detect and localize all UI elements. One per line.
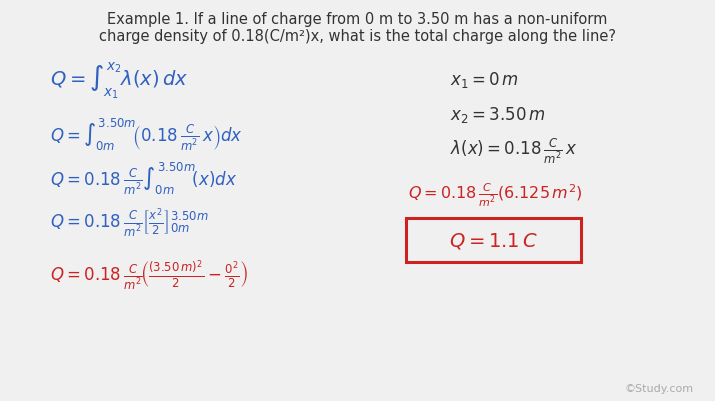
- Text: $Q = 0.18\,\frac{C}{m^2}\left[\frac{x^2}{2}\right]_{0m}^{3.50m}$: $Q = 0.18\,\frac{C}{m^2}\left[\frac{x^2}…: [50, 206, 209, 239]
- Text: $Q = 1.1\,C$: $Q = 1.1\,C$: [449, 231, 538, 251]
- Text: $Q = \int_{0m}^{3.50m}\!\left(0.18\,\frac{C}{m^2}\,x\right)dx$: $Q = \int_{0m}^{3.50m}\!\left(0.18\,\fra…: [50, 116, 242, 152]
- Text: $Q = 0.18\,\frac{C}{m^2}\int_{0m}^{3.50m}\!\left(x\right)dx$: $Q = 0.18\,\frac{C}{m^2}\int_{0m}^{3.50m…: [50, 160, 237, 196]
- Text: Example 1. If a line of charge from 0 m to 3.50 m has a non-uniform
charge densi: Example 1. If a line of charge from 0 m …: [99, 12, 616, 45]
- Text: ©Study.com: ©Study.com: [624, 383, 694, 393]
- Text: $Q = 0.18\,\frac{C}{m^2}\!\left(\frac{(3.50\,m)^2}{2} - \frac{0^2}{2}\right)$: $Q = 0.18\,\frac{C}{m^2}\!\left(\frac{(3…: [50, 257, 249, 292]
- Text: $x_1 = 0\,m$: $x_1 = 0\,m$: [450, 70, 519, 90]
- FancyBboxPatch shape: [406, 219, 581, 263]
- Text: $\lambda(x) = 0.18\,\frac{C}{m^2}\,x$: $\lambda(x) = 0.18\,\frac{C}{m^2}\,x$: [450, 136, 578, 165]
- Text: $x_2 = 3.50\,m$: $x_2 = 3.50\,m$: [450, 104, 546, 124]
- Text: $Q = \int_{x_1}^{x_2} \lambda(x)\,dx$: $Q = \int_{x_1}^{x_2} \lambda(x)\,dx$: [50, 60, 188, 101]
- Text: $Q = 0.18\,\frac{C}{m^2}\left(6.125\,m^2\right)$: $Q = 0.18\,\frac{C}{m^2}\left(6.125\,m^2…: [408, 181, 582, 208]
